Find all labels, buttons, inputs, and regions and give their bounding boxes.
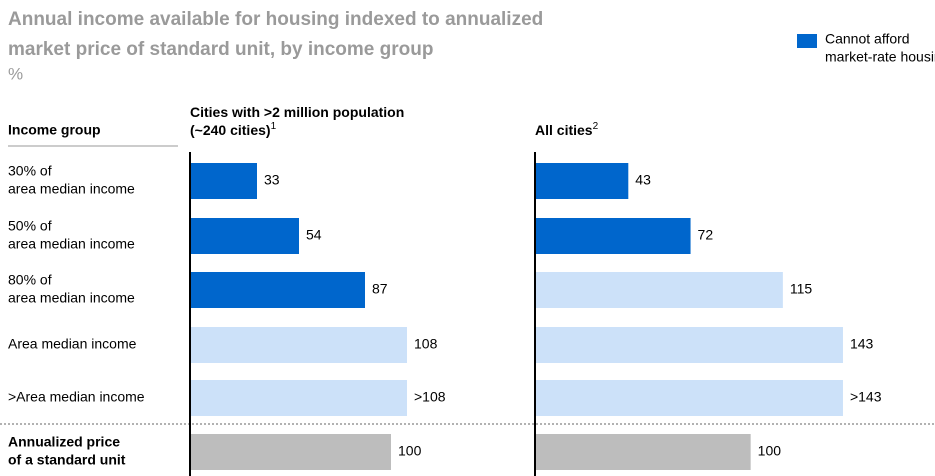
category-label: area median income xyxy=(8,290,135,306)
legend-label: Cannot afford xyxy=(825,31,910,47)
bar xyxy=(191,163,257,199)
value-label: >143 xyxy=(850,389,882,405)
bar xyxy=(536,434,751,470)
bar xyxy=(536,380,843,416)
panel-title-line: Cities with >2 million population xyxy=(190,104,404,120)
bar xyxy=(536,163,629,199)
value-label: 87 xyxy=(372,281,388,297)
category-label: area median income xyxy=(8,236,135,252)
bar xyxy=(191,380,407,416)
value-label: 100 xyxy=(758,443,782,459)
category-label: area median income xyxy=(8,181,135,197)
bar xyxy=(536,218,691,254)
bar xyxy=(536,327,843,363)
category-label: Area median income xyxy=(8,336,137,352)
category-label: Annualized price xyxy=(8,434,120,450)
value-label: 72 xyxy=(698,227,714,243)
unit: % xyxy=(8,64,23,83)
subtitle: market price of standard unit, by income… xyxy=(8,39,433,60)
bar xyxy=(191,218,299,254)
category-label: 50% of xyxy=(8,218,52,234)
subtitle: Annual income available for housing inde… xyxy=(8,9,543,30)
bar xyxy=(536,272,783,308)
bar xyxy=(191,327,407,363)
category-label: 80% of xyxy=(8,272,52,288)
value-label: 54 xyxy=(306,227,322,243)
value-label: 115 xyxy=(790,281,813,297)
category-label: 30% of xyxy=(8,163,52,179)
value-label: 108 xyxy=(414,336,438,352)
legend-label: market-rate housing xyxy=(825,49,935,65)
category-label: >Area median income xyxy=(8,389,145,405)
row-header: Income group xyxy=(8,122,101,138)
category-label: of a standard unit xyxy=(8,452,126,468)
panel-title-line: All cities xyxy=(535,122,593,138)
value-label: 143 xyxy=(850,336,874,352)
legend-swatch xyxy=(797,34,817,48)
panel-title: (~240 cities)1 xyxy=(190,121,277,138)
bar xyxy=(191,434,391,470)
value-label: 43 xyxy=(635,172,651,188)
value-label: >108 xyxy=(414,389,446,405)
panel-title-line: (~240 cities) xyxy=(190,122,271,138)
value-label: 33 xyxy=(264,172,280,188)
footnote-marker: 1 xyxy=(271,121,277,132)
panel-title: All cities2 xyxy=(535,121,599,138)
value-label: 100 xyxy=(398,443,422,459)
panel-title: Cities with >2 million population xyxy=(190,104,404,120)
bar xyxy=(191,272,365,308)
footnote-marker: 2 xyxy=(593,121,599,132)
